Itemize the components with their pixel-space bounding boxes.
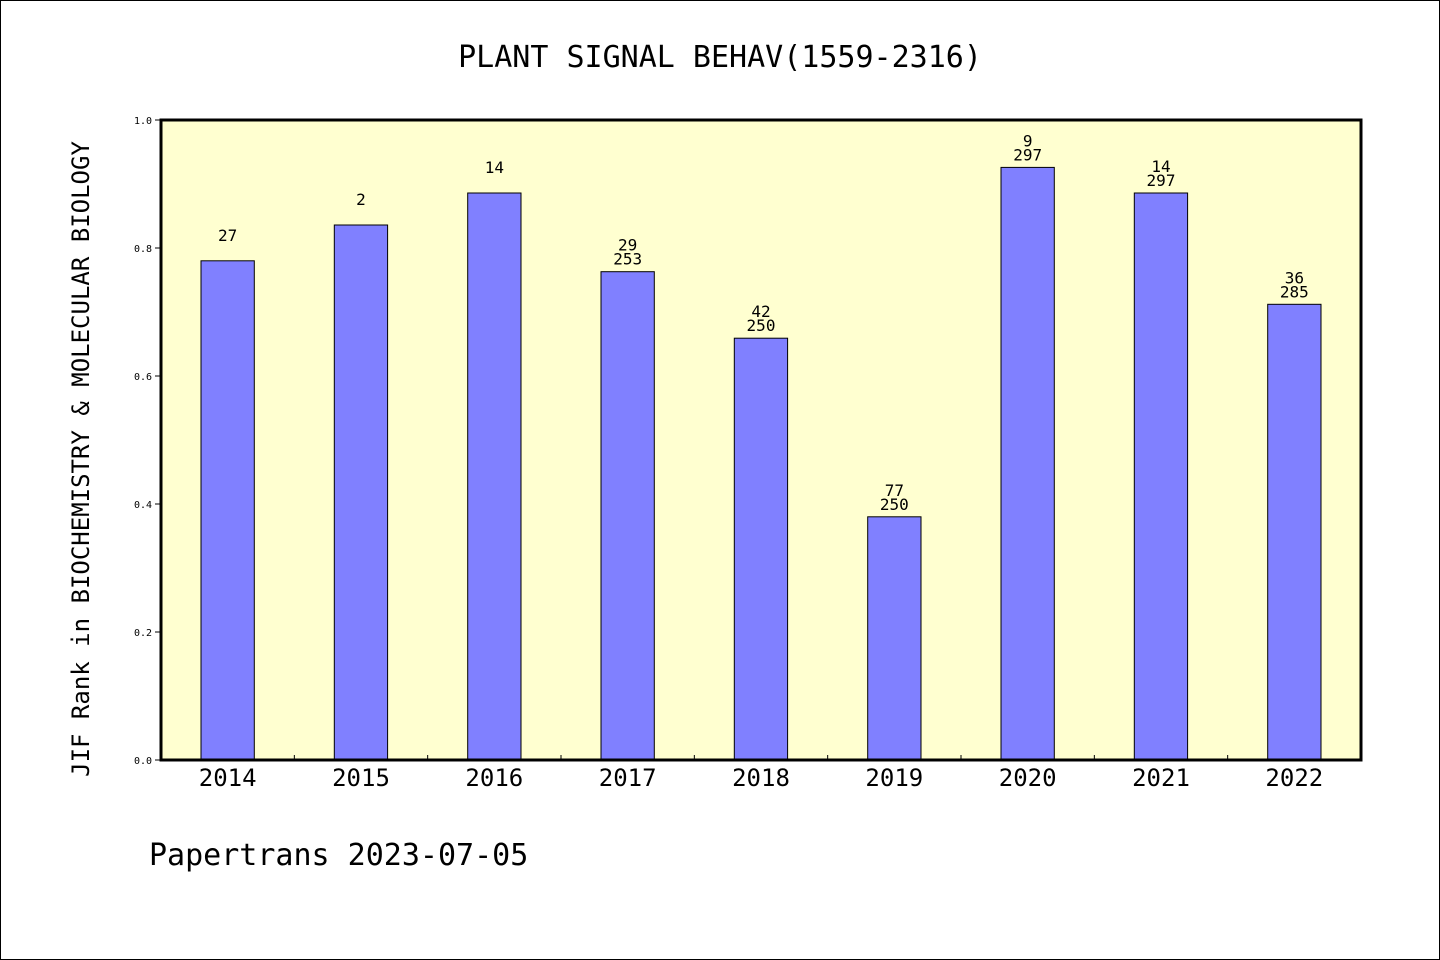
bar-2015 [333,224,389,761]
chart-title: PLANT SIGNAL BEHAV(1559-2316) [458,40,982,75]
data-label-total-2017: 253 [613,250,642,269]
data-label-total-2019: 250 [880,495,909,514]
bar-2020 [1000,166,1055,761]
x-tick-label-2016: 2016 [465,764,523,792]
y-tick-label-1.0: 1.0 [134,116,152,127]
bar-2022 [1267,303,1322,761]
data-label-total-2018: 250 [747,316,776,335]
bar-2021 [1133,192,1189,761]
data-label-total-2021: 297 [1147,171,1176,190]
y-axis-label: JIF Rank in BIOCHEMISTRY & MOLECULAR BIO… [67,141,95,777]
data-label-rank-2019: 77 [885,481,904,500]
bar-2016 [467,192,522,761]
y-tick-label-0.0: 0.0 [134,756,152,767]
data-label-rank-2022: 36 [1285,268,1304,287]
data-label-total-2020: 297 [1013,145,1042,164]
x-tick-label-2014: 2014 [199,764,257,792]
y-axis: 0.0 0.2 0.4 0.6 0.8 1.0 [134,116,161,767]
x-tick-label-2018: 2018 [732,764,790,792]
x-axis: 2014 2015 2016 2017 2018 2019 2020 2021 2022 [199,755,1323,792]
x-tick-label-2015: 2015 [332,764,390,792]
data-label-rank-2014: 27 [218,226,237,245]
x-tick-label-2021: 2021 [1132,764,1190,792]
data-label-rank-2020: 9 [1023,131,1033,150]
y-tick-label-0.2: 0.2 [134,628,152,639]
plot-border [159,118,1363,762]
bar-2019 [867,516,922,761]
x-tick-label-2020: 2020 [999,764,1057,792]
y-tick-label-0.4: 0.4 [134,500,152,511]
data-label-rank-2017: 29 [618,236,637,255]
y-tick-label-0.6: 0.6 [134,372,152,383]
bar-2014 [200,260,255,761]
bar-2017 [600,271,655,761]
data-label-total-2022: 285 [1280,282,1309,301]
data-label-rank-2021: 14 [1151,157,1170,176]
data-label-rank-2018: 42 [751,302,770,321]
data-label-rank-2016: 14 [485,158,504,177]
x-tick-label-2017: 2017 [599,764,657,792]
x-tick-label-2022: 2022 [1265,764,1323,792]
data-label-rank-2015: 2 [356,190,366,209]
bars-group [200,166,1322,761]
footer-credit: Papertrans 2023-07-05 [149,838,528,873]
bar-2018 [733,337,789,761]
x-tick-label-2019: 2019 [865,764,923,792]
y-tick-label-0.8: 0.8 [134,244,152,255]
